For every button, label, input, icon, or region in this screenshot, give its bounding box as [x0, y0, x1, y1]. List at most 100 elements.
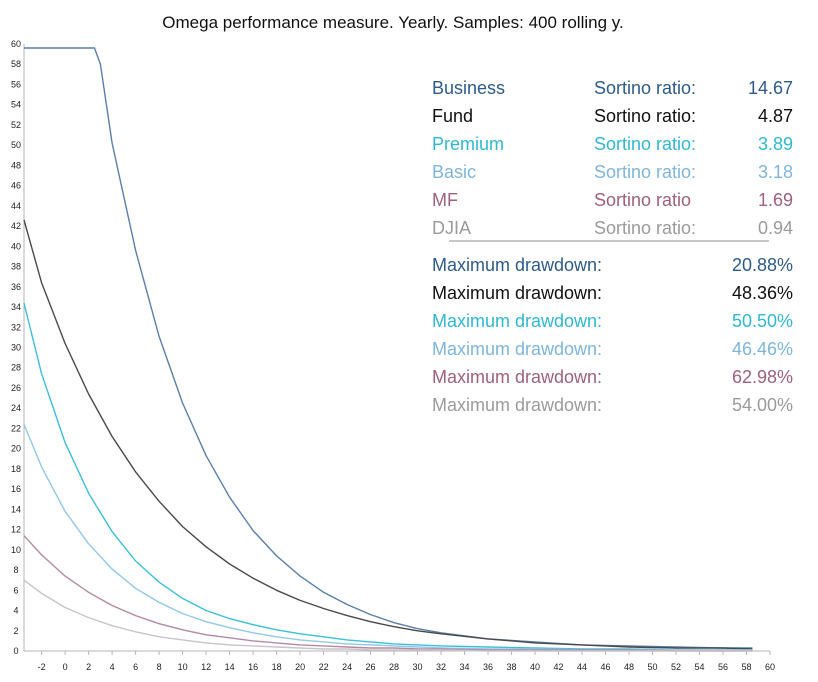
y-tick-label: 10	[11, 545, 21, 555]
y-tick-label: 12	[11, 525, 21, 535]
x-tick-label: 12	[201, 662, 211, 672]
y-tick-label: 24	[11, 403, 21, 413]
y-tick-label: 14	[11, 504, 21, 514]
legend-series-name: Business	[432, 78, 505, 98]
legend-sortino-label: Sortino ratio	[594, 190, 691, 210]
y-tick-label: 0	[13, 646, 18, 656]
y-tick-label: 48	[11, 160, 21, 170]
y-tick-label: 38	[11, 262, 21, 272]
x-tick-label: 34	[460, 662, 470, 672]
y-tick-label: 54	[11, 100, 21, 110]
y-tick-label: 56	[11, 79, 21, 89]
x-tick-label: 50	[648, 662, 658, 672]
legend-sortino-label: Sortino ratio:	[594, 218, 696, 238]
x-tick-label: 6	[133, 662, 138, 672]
x-tick-label: 32	[436, 662, 446, 672]
series-line-mf	[23, 535, 753, 652]
y-tick-label: 58	[11, 59, 21, 69]
y-tick-label: 22	[11, 423, 21, 433]
y-tick-label: 2	[13, 626, 18, 636]
x-tick-label: 24	[342, 662, 352, 672]
legend-drawdown-value: 54.00%	[732, 395, 793, 415]
x-tick-label: 44	[577, 662, 587, 672]
x-tick-label: 16	[248, 662, 258, 672]
y-tick-label: 30	[11, 343, 21, 353]
x-tick-label: 28	[389, 662, 399, 672]
y-tick-label: 8	[13, 565, 18, 575]
y-tick-label: 40	[11, 241, 21, 251]
legend-sortino-value: 3.18	[758, 162, 793, 182]
legend-drawdown-label: Maximum drawdown:	[432, 311, 602, 331]
y-tick-label: 52	[11, 120, 21, 130]
y-tick-label: 20	[11, 444, 21, 454]
x-tick-label: 18	[272, 662, 282, 672]
y-tick-label: 44	[11, 201, 21, 211]
series-line-djia	[23, 579, 753, 652]
legend-sortino-value: 1.69	[758, 190, 793, 210]
legend-series-name: Fund	[432, 106, 473, 126]
legend-drawdown-value: 46.46%	[732, 339, 793, 359]
legend-sortino-label: Sortino ratio:	[594, 106, 696, 126]
y-tick-label: 26	[11, 383, 21, 393]
x-tick-label: 10	[178, 662, 188, 672]
y-tick-label: 4	[13, 606, 18, 616]
series-line-premium	[23, 302, 753, 651]
x-tick-label: 48	[624, 662, 634, 672]
y-tick-label: 34	[11, 302, 21, 312]
x-tick-label: 4	[110, 662, 115, 672]
legend-drawdown-label: Maximum drawdown:	[432, 395, 602, 415]
x-tick-label: 2	[86, 662, 91, 672]
legend-series-name: MF	[432, 190, 458, 210]
x-tick-label: 46	[601, 662, 611, 672]
legend-drawdown-value: 50.50%	[732, 311, 793, 331]
x-tick-label: 58	[741, 662, 751, 672]
legend-series-name: Premium	[432, 134, 504, 154]
x-tick-label: -2	[38, 662, 46, 672]
x-tick-label: 36	[483, 662, 493, 672]
series-line-fund	[23, 219, 753, 650]
series-line-basic	[23, 424, 753, 651]
x-tick-label: 20	[295, 662, 305, 672]
legend-sortino-value: 14.67	[748, 78, 793, 98]
y-tick-label: 60	[11, 39, 21, 49]
legend-series-name: Basic	[432, 162, 476, 182]
x-tick-label: 56	[718, 662, 728, 672]
y-tick-label: 50	[11, 140, 21, 150]
y-tick-label: 18	[11, 464, 21, 474]
x-tick-label: 30	[413, 662, 423, 672]
legend-sortino-value: 0.94	[758, 218, 793, 238]
y-tick-label: 36	[11, 282, 21, 292]
y-tick-label: 42	[11, 221, 21, 231]
x-tick-label: 14	[225, 662, 235, 672]
legend-drawdown-label: Maximum drawdown:	[432, 367, 602, 387]
legend-sortino-label: Sortino ratio:	[594, 134, 696, 154]
y-tick-label: 6	[13, 585, 18, 595]
x-tick-label: 38	[507, 662, 517, 672]
legend-drawdown-value: 20.88%	[732, 255, 793, 275]
x-tick-label: 40	[530, 662, 540, 672]
x-tick-label: 0	[63, 662, 68, 672]
y-tick-label: 32	[11, 322, 21, 332]
legend-sortino-label: Sortino ratio:	[594, 78, 696, 98]
x-tick-label: 42	[554, 662, 564, 672]
y-tick-label: 16	[11, 484, 21, 494]
x-tick-label: 8	[157, 662, 162, 672]
legend-drawdown-label: Maximum drawdown:	[432, 339, 602, 359]
y-tick-label: 28	[11, 363, 21, 373]
x-tick-label: 52	[671, 662, 681, 672]
x-tick-label: 22	[319, 662, 329, 672]
legend-drawdown-label: Maximum drawdown:	[432, 255, 602, 275]
y-tick-label: 46	[11, 181, 21, 191]
legend-drawdown-value: 48.36%	[732, 283, 793, 303]
legend-sortino-label: Sortino ratio:	[594, 162, 696, 182]
x-tick-label: 54	[695, 662, 705, 672]
chart-title: Omega performance measure. Yearly. Sampl…	[162, 13, 623, 32]
legend-series-name: DJIA	[432, 218, 471, 238]
legend-sortino-value: 3.89	[758, 134, 793, 154]
legend-sortino-value: 4.87	[758, 106, 793, 126]
legend-drawdown-value: 62.98%	[732, 367, 793, 387]
legend-drawdown-label: Maximum drawdown:	[432, 283, 602, 303]
x-tick-label: 26	[366, 662, 376, 672]
x-tick-label: 60	[765, 662, 775, 672]
